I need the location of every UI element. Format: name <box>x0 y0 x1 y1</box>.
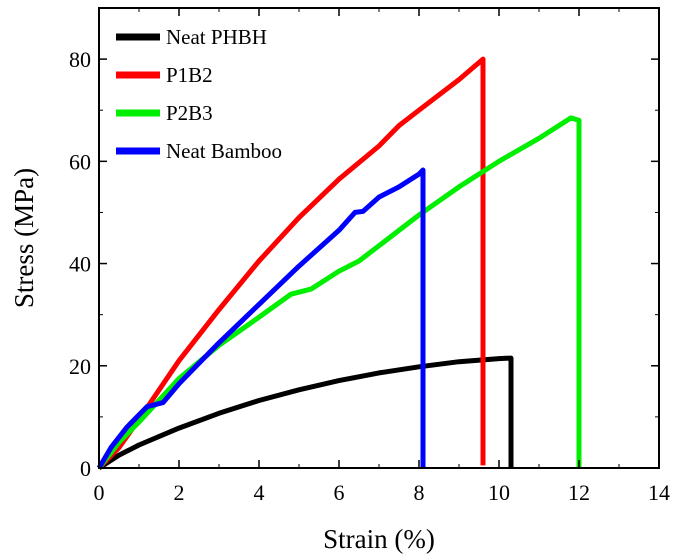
y-tick-label: 20 <box>69 354 91 379</box>
legend-label-neat-bamboo: Neat Bamboo <box>166 139 282 163</box>
x-tick-label: 4 <box>254 480 265 505</box>
legend: Neat PHBH P1B2 P2B3 Neat Bamboo <box>116 25 282 163</box>
legend-label-p2b3: P2B3 <box>166 101 213 125</box>
y-tick-label: 80 <box>69 47 91 72</box>
series-line-neat-bamboo <box>96 167 426 470</box>
y-tick-label: 60 <box>69 149 91 174</box>
x-tick-label: 8 <box>414 480 425 505</box>
y-tick-label: 40 <box>69 252 91 277</box>
series-layer <box>96 56 582 471</box>
tick-layer: 0 2 4 6 8 10 12 14 0 20 40 60 80 <box>69 8 670 505</box>
series-line-p2b3 <box>97 115 582 470</box>
legend-label-neat-phbh: Neat PHBH <box>166 25 267 49</box>
x-tick-label: 10 <box>488 480 510 505</box>
x-tick-label: 12 <box>568 480 590 505</box>
series-line-neat-phbh <box>97 355 514 471</box>
y-axis-label: Stress (MPa) <box>9 168 39 308</box>
legend-label-p1b2: P1B2 <box>166 63 213 87</box>
x-tick-label: 14 <box>648 480 670 505</box>
x-axis-label: Strain (%) <box>323 524 435 554</box>
y-tick-label: 0 <box>80 456 91 481</box>
x-tick-label: 2 <box>174 480 185 505</box>
x-tick-label: 6 <box>334 480 345 505</box>
x-tick-label: 0 <box>94 480 105 505</box>
